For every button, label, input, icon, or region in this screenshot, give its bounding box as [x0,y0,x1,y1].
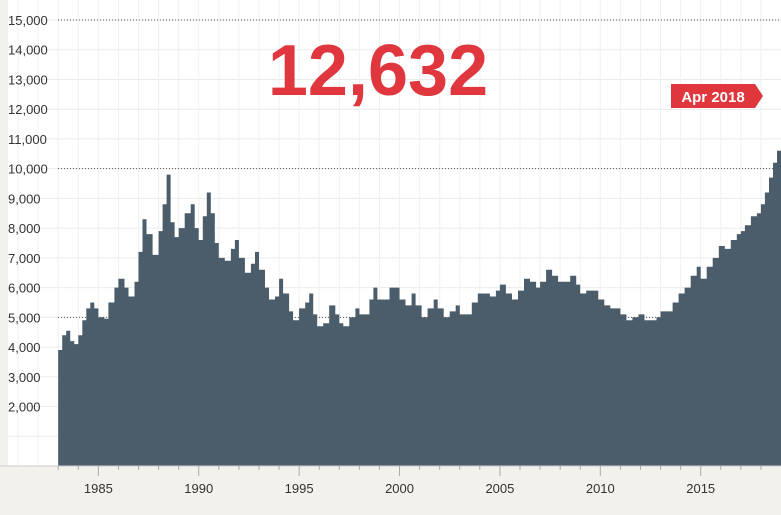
area-series [58,150,781,466]
callout-flag [671,84,763,108]
latest-value-callout: Apr 2018 [671,84,763,108]
y-tick-label: 6,000 [8,281,41,296]
y-tick-label: 4,000 [8,340,41,355]
x-tick-label: 1985 [84,481,113,496]
area-layer [58,150,781,466]
y-tick-label: 14,000 [8,43,48,58]
y-tick-label: 12,000 [8,102,48,117]
x-tick-label: 1990 [184,481,213,496]
x-tick-label: 2000 [385,481,414,496]
x-tick-label: 2010 [586,481,615,496]
y-tick-label: 8,000 [8,221,41,236]
callout-label: Apr 2018 [681,89,744,106]
headline-value: 12,632 [268,31,488,111]
x-tick-label: 2005 [485,481,514,496]
y-tick-label: 3,000 [8,370,41,385]
y-tick-label: 7,000 [8,251,41,266]
y-tick-label: 13,000 [8,72,48,87]
y-tick-label: 2,000 [8,400,41,415]
x-tick-label: 2015 [686,481,715,496]
x-axis: 1985 1990 1995 2000 2005 2010 2015 [0,465,781,496]
y-tick-label: 15,000 [8,13,48,28]
y-axis: 2,000 3,000 4,000 5,000 6,000 7,000 8,000 9,000… [8,13,48,415]
y-tick-label: 11,000 [8,132,47,147]
x-tick-label: 1995 [285,481,314,496]
y-tick-label: 9,000 [8,191,41,206]
reference-lines [58,19,781,318]
y-tick-label: 10,000 [8,162,48,177]
y-tick-label: 5,000 [8,310,41,325]
